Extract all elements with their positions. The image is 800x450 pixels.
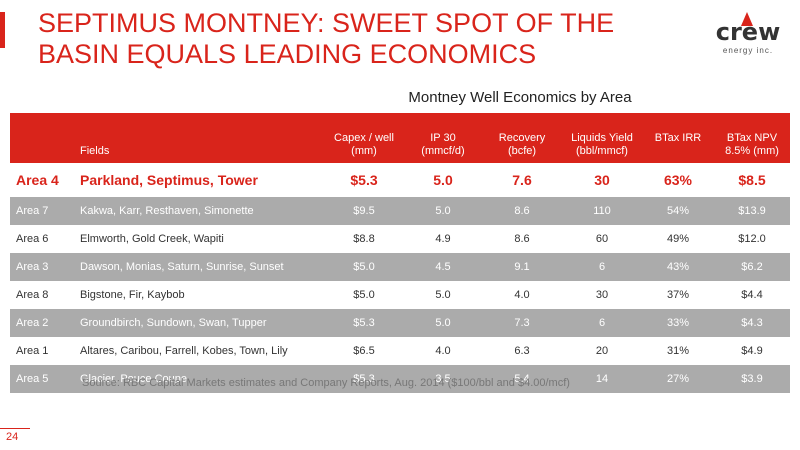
logo-tagline: energy inc. [722, 46, 774, 55]
cell-recovery: 6.3 [482, 337, 562, 365]
cell-ip30: 5.0 [433, 172, 453, 188]
table-row-area-4: Area 4 Parkland, Septimus, Tower $5.3 5.… [10, 163, 790, 197]
source-note: Source: RBC Capital Markets estimates an… [82, 377, 570, 389]
cell-fields: Dawson, Monias, Saturn, Sunrise, Sunset [80, 253, 324, 281]
title-accent-bar [0, 12, 5, 48]
cell-area: Area 6 [10, 225, 80, 253]
cell-npv: $4.3 [714, 309, 790, 337]
cell-npv: $13.9 [714, 197, 790, 225]
cell-capex: $5.3 [324, 309, 404, 337]
slide-title-line1: SEPTIMUS MONTNEY: SWEET SPOT OF THE [38, 8, 615, 38]
cell-ip30: 5.0 [404, 197, 482, 225]
cell-area: Area 3 [10, 253, 80, 281]
well-economics-table: Fields Capex / well (mm) IP 30 (mmcf/d) Re… [10, 113, 790, 393]
cell-area: Area 7 [10, 197, 80, 225]
cell-recovery: 8.6 [482, 225, 562, 253]
cell-npv: $4.9 [714, 337, 790, 365]
cell-irr: 54% [642, 197, 714, 225]
cell-npv: $4.4 [714, 281, 790, 309]
cell-recovery: 7.6 [512, 172, 532, 188]
cell-fields: Altares, Caribou, Farrell, Kobes, Town, … [80, 337, 324, 365]
cell-ip30: 4.0 [404, 337, 482, 365]
logo-wordmark: crew [715, 18, 781, 46]
header-capex: Capex / well (mm) [324, 113, 404, 163]
header-area [10, 113, 80, 163]
cell-irr: 37% [642, 281, 714, 309]
page-number-rule [0, 428, 30, 429]
cell-npv: $3.9 [714, 365, 790, 393]
cell-irr: 31% [642, 337, 714, 365]
cell-liquids: 20 [562, 337, 642, 365]
table-row-area-1: Area 1 Altares, Caribou, Farrell, Kobes,… [10, 337, 790, 365]
cell-liquids: 30 [594, 172, 610, 188]
page-number: 24 [6, 431, 19, 443]
header-liquids-yield: Liquids Yield (bbl/mmcf) [562, 113, 642, 163]
cell-liquids: 110 [562, 197, 642, 225]
cell-capex: $8.8 [324, 225, 404, 253]
cell-area: Area 2 [10, 309, 80, 337]
cell-capex: $5.3 [350, 172, 378, 188]
header-recovery: Recovery (bcfe) [482, 113, 562, 163]
cell-fields: Glacier, Pouce Coupe [80, 365, 324, 393]
cell-ip30: 3.5 [404, 365, 482, 393]
cell-area: Area 1 [10, 337, 80, 365]
cell-recovery: 8.6 [482, 197, 562, 225]
cell-capex: $9.5 [324, 197, 404, 225]
cell-fields: Parkland, Septimus, Tower [80, 172, 258, 188]
table-row-area-2: Area 2 Groundbirch, Sundown, Swan, Tuppe… [10, 309, 790, 337]
table-row-area-5: Area 5 Glacier, Pouce Coupe $5.3 3.5 5.4… [10, 365, 790, 393]
cell-irr: 27% [642, 365, 714, 393]
header-fields: Fields [80, 113, 324, 163]
cell-liquids: 6 [562, 253, 642, 281]
cell-liquids: 60 [562, 225, 642, 253]
cell-area: Area 5 [10, 365, 80, 393]
slide-title-line2: BASIN EQUALS LEADING ECONOMICS [38, 39, 537, 69]
cell-capex: $6.5 [324, 337, 404, 365]
flame-icon [741, 12, 753, 26]
cell-ip30: 4.9 [404, 225, 482, 253]
cell-area: Area 8 [10, 281, 80, 309]
cell-liquids: 14 [562, 365, 642, 393]
header-btax-irr: BTax IRR [642, 113, 714, 163]
cell-recovery: 7.3 [482, 309, 562, 337]
cell-irr: 43% [642, 253, 714, 281]
cell-ip30: 5.0 [404, 281, 482, 309]
cell-fields: Elmworth, Gold Creek, Wapiti [80, 225, 324, 253]
cell-capex: $5.0 [324, 253, 404, 281]
cell-fields: Groundbirch, Sundown, Swan, Tupper [80, 309, 324, 337]
table-row-area-6: Area 6 Elmworth, Gold Creek, Wapiti $8.8… [10, 225, 790, 253]
cell-irr: 49% [642, 225, 714, 253]
header-ip30: IP 30 (mmcf/d) [404, 113, 482, 163]
cell-liquids: 30 [562, 281, 642, 309]
table-header-row: Fields Capex / well (mm) IP 30 (mmcf/d) Re… [10, 113, 790, 163]
cell-capex: $5.3 [324, 365, 404, 393]
slide-title: SEPTIMUS MONTNEY: SWEET SPOT OF THE BASI… [38, 8, 658, 70]
header-btax-npv: BTax NPV 8.5% (mm) [714, 113, 790, 163]
cell-npv: $12.0 [714, 225, 790, 253]
crew-logo: crew energy inc. [708, 12, 788, 58]
cell-ip30: 5.0 [404, 309, 482, 337]
cell-liquids: 6 [562, 309, 642, 337]
table-row-area-7: Area 7 Kakwa, Karr, Resthaven, Simonette… [10, 197, 790, 225]
table-row-area-8: Area 8 Bigstone, Fir, Kaybob $5.0 5.0 4.… [10, 281, 790, 309]
table-row-area-3: Area 3 Dawson, Monias, Saturn, Sunrise, … [10, 253, 790, 281]
cell-irr: 63% [663, 172, 693, 188]
cell-ip30: 4.5 [404, 253, 482, 281]
cell-fields: Kakwa, Karr, Resthaven, Simonette [80, 197, 324, 225]
table-title: Montney Well Economics by Area [408, 89, 632, 106]
cell-fields: Bigstone, Fir, Kaybob [80, 281, 324, 309]
cell-npv: $6.2 [714, 253, 790, 281]
cell-recovery: 5.4 [482, 365, 562, 393]
cell-recovery: 4.0 [482, 281, 562, 309]
cell-recovery: 9.1 [482, 253, 562, 281]
cell-capex: $5.0 [324, 281, 404, 309]
cell-area: Area 4 [16, 172, 59, 188]
cell-npv: $8.5 [738, 172, 766, 188]
cell-irr: 33% [642, 309, 714, 337]
